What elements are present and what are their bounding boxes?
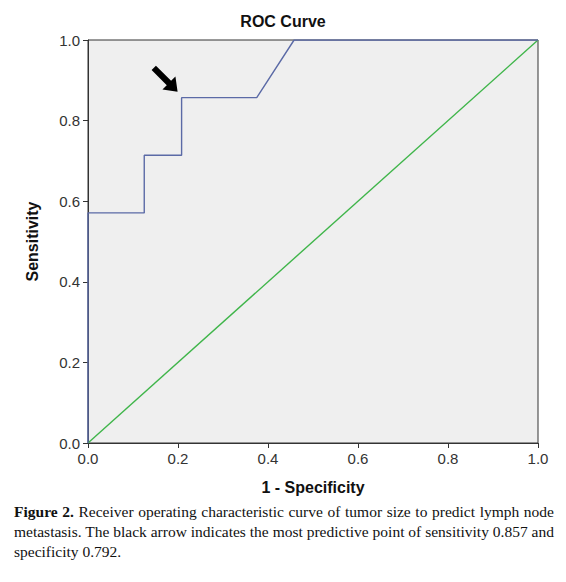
svg-text:0.4: 0.4 bbox=[59, 273, 80, 290]
svg-text:0.0: 0.0 bbox=[59, 435, 80, 452]
svg-text:0.8: 0.8 bbox=[438, 450, 459, 467]
svg-text:0.0: 0.0 bbox=[78, 450, 99, 467]
svg-text:0.6: 0.6 bbox=[348, 450, 369, 467]
svg-text:0.6: 0.6 bbox=[59, 193, 80, 210]
svg-text:0.8: 0.8 bbox=[59, 112, 80, 129]
svg-text:Sensitivity: Sensitivity bbox=[24, 201, 41, 281]
svg-text:0.4: 0.4 bbox=[258, 450, 279, 467]
svg-text:1.0: 1.0 bbox=[59, 32, 80, 49]
svg-text:1 - Specificity: 1 - Specificity bbox=[261, 479, 364, 496]
svg-text:ROC Curve: ROC Curve bbox=[240, 13, 325, 30]
svg-text:0.2: 0.2 bbox=[59, 354, 80, 371]
html-text:Figure 2. Receiver operating c: Figure 2. Receiver operating characteris… bbox=[14, 503, 554, 560]
svg-text:0.2: 0.2 bbox=[168, 450, 189, 467]
svg-text:1.0: 1.0 bbox=[528, 450, 549, 467]
